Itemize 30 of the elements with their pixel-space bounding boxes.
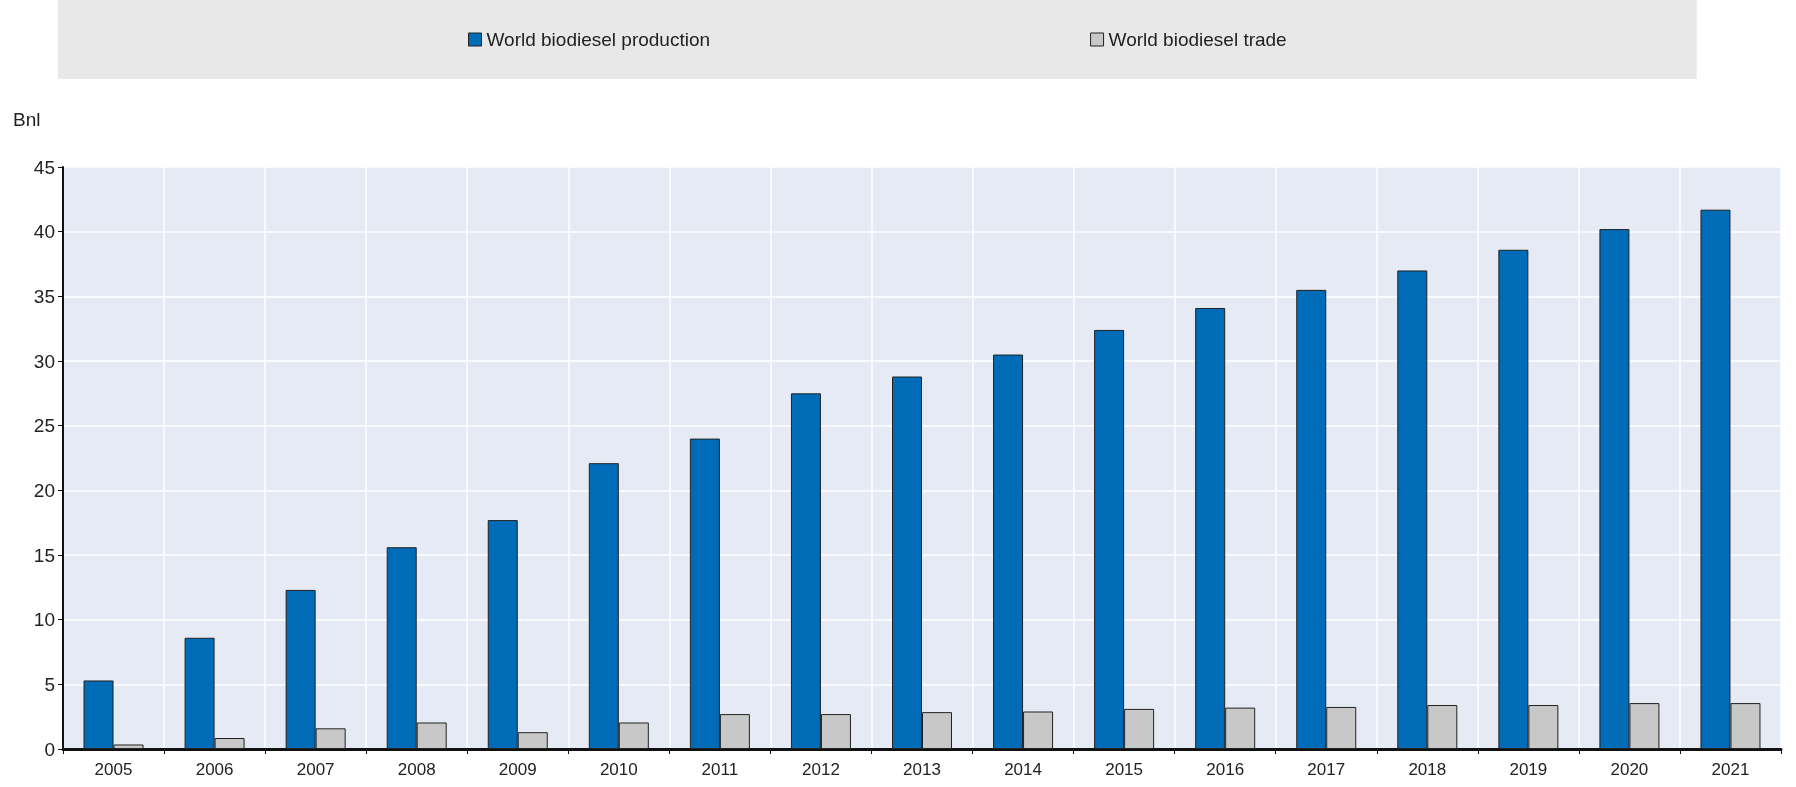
y-tick-label: 15	[33, 544, 55, 566]
x-tick-label: 2018	[1408, 760, 1447, 779]
y-tick-label: 45	[33, 156, 55, 178]
x-tick-label: 2015	[1105, 760, 1144, 779]
x-tick-label: 2020	[1610, 760, 1649, 779]
y-tick-label: 25	[33, 415, 55, 437]
x-tick-label: 2005	[94, 760, 133, 779]
x-tick-label: 2013	[903, 760, 941, 779]
x-tick-label: 2009	[498, 760, 537, 779]
legend-label: World biodiesel trade	[1108, 29, 1287, 50]
x-tick-label: 2017	[1307, 760, 1346, 779]
y-tick-label: 0	[44, 738, 55, 760]
x-tick-label: 2008	[397, 760, 436, 779]
y-tick-label: 10	[33, 609, 55, 631]
y-axis-title: Bnl	[13, 109, 41, 130]
x-tick-label: 2019	[1509, 760, 1548, 779]
y-tick-label: 5	[44, 673, 55, 695]
x-tick-label: 2011	[701, 760, 739, 779]
y-tick-label: 20	[33, 479, 55, 501]
x-tick-label: 2016	[1206, 760, 1245, 779]
y-tick-label: 30	[33, 350, 55, 372]
x-tick-label: 2014	[1004, 760, 1042, 779]
legend-label: World biodiesel production	[486, 29, 711, 50]
x-tick-label: 2010	[599, 760, 638, 779]
y-tick-label: 35	[33, 285, 55, 307]
y-tick-label: 40	[33, 221, 55, 243]
x-tick-label: 2007	[296, 760, 335, 779]
x-tick-label: 2021	[1711, 760, 1750, 779]
x-tick-label: 2006	[195, 760, 234, 779]
x-tick-label: 2012	[802, 760, 840, 779]
